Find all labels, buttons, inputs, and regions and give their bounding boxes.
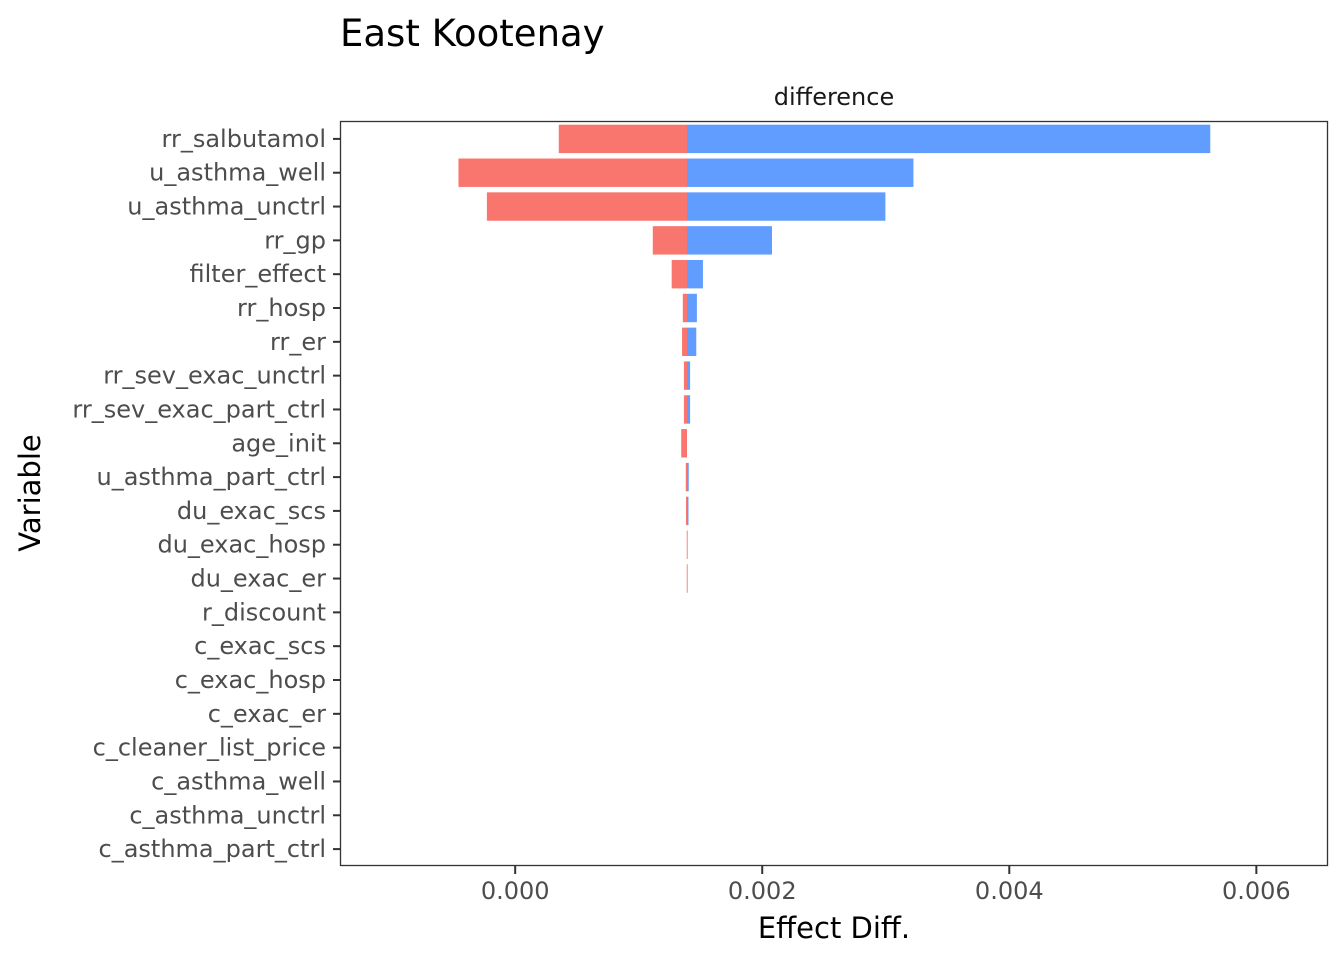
bar-rr_hosp-series-1 [682, 293, 688, 323]
bar-filter_effect-series-1 [671, 259, 688, 289]
bar-u_asthma_part_ctrl-series-1 [685, 462, 688, 492]
y-tick-label: filter_effect [190, 260, 327, 288]
y-tick-label: rr_er [270, 328, 326, 356]
y-tick-label: c_exac_hosp [175, 666, 326, 694]
y-axis: rr_salbutamol u_asthma_well u_asthma_unctr… [72, 125, 341, 863]
bar-rr_er-series-1 [682, 327, 688, 357]
bar-rr_gp-series-1 [652, 226, 688, 255]
y-tick-label: c_exac_scs [194, 632, 326, 660]
y-tick-label: du_exac_scs [177, 497, 326, 525]
x-tick-label: 0.006 [1222, 877, 1291, 905]
bar-u_asthma_part_ctrl-series-2 [687, 462, 689, 492]
y-tick-label: du_exac_hosp [157, 531, 326, 559]
x-tick-label: 0.002 [728, 877, 797, 905]
x-axis: 0.000 0.002 0.004 0.006 [481, 866, 1291, 905]
bar-rr_sev_exac_part_ctrl-series-2 [687, 395, 691, 424]
bar-u_asthma_well-series-1 [458, 158, 688, 187]
bar-rr_hosp-series-2 [687, 293, 697, 323]
y-tick-label: rr_salbutamol [162, 125, 326, 153]
y-tick-label: r_discount [202, 598, 326, 626]
bar-rr_sev_exac_part_ctrl-series-1 [683, 395, 688, 424]
y-tick-label: du_exac_er [190, 565, 326, 593]
y-tick-label: c_asthma_part_ctrl [99, 835, 326, 863]
y-tick-label: rr_sev_exac_unctrl [103, 362, 326, 390]
y-tick-label: u_asthma_unctrl [127, 193, 326, 221]
chart-title: East Kootenay [340, 12, 605, 55]
bar-age_init-series-1 [681, 429, 688, 458]
bar-rr_er-series-2 [687, 327, 697, 357]
y-tick-label: age_init [231, 429, 326, 457]
y-tick-label: u_asthma_part_ctrl [97, 463, 327, 491]
bars-layer [458, 124, 1211, 593]
y-axis-title: Variable [13, 434, 47, 551]
y-tick-label: c_cleaner_list_price [93, 734, 326, 762]
plot-panel-border [339, 120, 1329, 867]
facet-strip-label: difference [774, 83, 894, 111]
bar-filter_effect-series-2 [687, 259, 703, 289]
bar-rr_sev_exac_unctrl-series-2 [687, 361, 691, 390]
bar-rr_gp-series-2 [687, 226, 772, 255]
y-tick-label: c_exac_er [208, 700, 326, 728]
bar-du_exac_hosp-series-2 [687, 530, 688, 559]
y-tick-label: c_asthma_unctrl [129, 801, 326, 829]
y-tick-label: u_asthma_well [149, 159, 326, 187]
bar-du_exac_scs-series-2 [687, 496, 689, 526]
y-tick-label: rr_sev_exac_part_ctrl [72, 395, 326, 423]
bar-u_asthma_well-series-2 [687, 158, 914, 187]
x-tick-label: 0.004 [975, 877, 1044, 905]
bar-du_exac_er-series-2 [687, 564, 688, 593]
bar-u_asthma_unctrl-series-2 [687, 192, 886, 221]
y-tick-label: rr_hosp [237, 294, 326, 322]
bar-rr_sev_exac_unctrl-series-1 [683, 361, 688, 390]
bar-rr_salbutamol-series-2 [687, 124, 1211, 154]
y-tick-label: rr_gp [264, 226, 326, 254]
bar-du_exac_scs-series-1 [686, 496, 688, 526]
bar-rr_salbutamol-series-1 [558, 124, 688, 154]
x-tick-label: 0.000 [481, 877, 550, 905]
x-axis-title: Effect Diff. [758, 911, 910, 945]
y-tick-label: c_asthma_well [151, 767, 326, 795]
bar-u_asthma_unctrl-series-1 [486, 192, 688, 221]
